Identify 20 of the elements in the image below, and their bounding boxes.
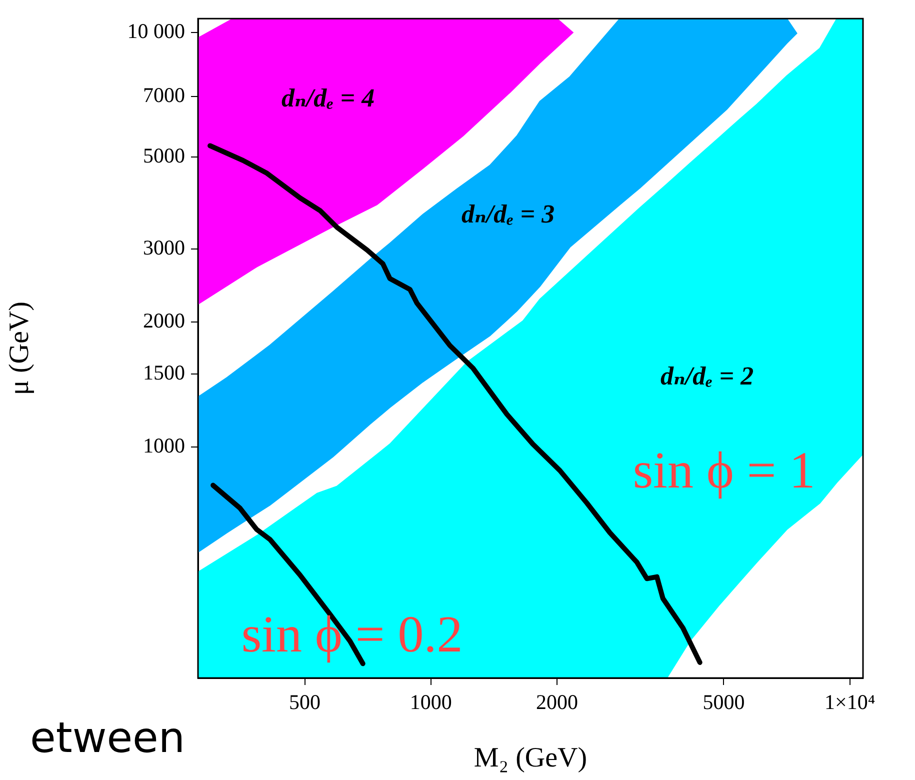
- y-tick-label: 2000: [143, 308, 185, 333]
- text: etween: [30, 713, 185, 762]
- y-tick-label: 1000: [143, 433, 185, 458]
- y-tick-label: 1500: [143, 360, 185, 384]
- annotation: sin ϕ = 1: [632, 442, 816, 500]
- annotation: dₙ/dₑ = 3: [461, 200, 555, 229]
- x-axis-title: M₂ (GeV): [474, 742, 588, 774]
- x-tick-label: 1000: [410, 690, 452, 714]
- annotation: sin ϕ = 0.2: [241, 606, 463, 664]
- y-tick-label: 10 000: [127, 18, 185, 43]
- annotation: dₙ/dₑ = 2: [660, 362, 754, 391]
- y-axis-title: μ (GeV): [4, 302, 36, 396]
- x-tick-label: 2000: [536, 690, 578, 714]
- x-tick-label: 1×10⁴: [824, 690, 876, 714]
- annotation: dₙ/dₑ = 4: [281, 84, 375, 113]
- x-tick-label: 500: [289, 690, 321, 714]
- y-tick-label: 3000: [143, 236, 185, 260]
- y-tick-label: 7000: [143, 83, 185, 108]
- x-tick-label: 5000: [702, 690, 745, 714]
- y-tick-label: 5000: [143, 144, 185, 168]
